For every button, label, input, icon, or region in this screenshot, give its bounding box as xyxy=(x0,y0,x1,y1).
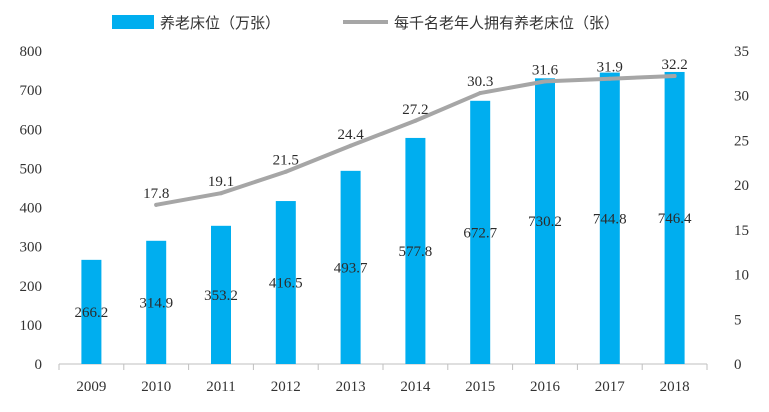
line-point xyxy=(543,79,547,84)
y-left-tick-label: 100 xyxy=(20,318,43,334)
y-left-tick-label: 700 xyxy=(20,83,43,99)
line-point xyxy=(413,118,418,123)
x-tick-label: 2017 xyxy=(595,379,626,395)
line-point xyxy=(283,169,288,174)
bar xyxy=(340,170,361,364)
line-point xyxy=(478,91,483,96)
y-right-tick-label: 15 xyxy=(734,223,749,239)
bar xyxy=(81,259,102,364)
x-tick-label: 2014 xyxy=(400,379,431,395)
bar-data-label: 746.4 xyxy=(658,211,692,227)
y-left-tick-label: 800 xyxy=(20,44,43,60)
line-data-label: 21.5 xyxy=(273,153,299,169)
y-right-tick-label: 5 xyxy=(734,312,742,328)
line-point xyxy=(154,202,159,207)
bar xyxy=(535,78,555,364)
x-tick-label: 2012 xyxy=(271,379,301,395)
legend-line-label: 每千名老年人拥有养老床位（张） xyxy=(394,14,619,32)
legend-bar-label: 养老床位（万张） xyxy=(160,14,280,32)
y-left-tick-label: 0 xyxy=(35,357,43,373)
bar-data-label: 672.7 xyxy=(463,225,497,241)
line-data-label: 31.6 xyxy=(532,62,559,78)
legend-bar-swatch xyxy=(112,15,154,29)
y-left-tick-label: 500 xyxy=(20,161,43,177)
bar xyxy=(146,240,167,364)
y-left-tick-label: 200 xyxy=(20,279,43,295)
y-right-tick-label: 35 xyxy=(734,44,749,60)
x-tick-label: 2015 xyxy=(465,379,495,395)
line-point xyxy=(607,76,612,81)
y-right-tick-label: 0 xyxy=(734,357,742,373)
x-tick-label: 2018 xyxy=(660,379,690,395)
bar-data-label: 353.2 xyxy=(204,288,238,304)
x-tick-label: 2009 xyxy=(76,379,106,395)
x-tick-label: 2010 xyxy=(141,379,171,395)
line-point xyxy=(348,143,353,148)
y-right-tick-label: 30 xyxy=(734,89,749,105)
line-data-label: 24.4 xyxy=(337,127,364,143)
bar xyxy=(664,71,685,364)
bar xyxy=(470,100,491,364)
line-point xyxy=(219,191,223,196)
legend: 养老床位（万张） 每千名老年人拥有养老床位（张） xyxy=(112,14,619,32)
bar xyxy=(211,225,231,364)
bar-data-label: 730.2 xyxy=(528,214,562,230)
x-tick-label: 2013 xyxy=(336,379,366,395)
y-right-tick-label: 10 xyxy=(734,268,749,284)
line-data-label: 30.3 xyxy=(467,74,493,90)
bar-data-label: 744.8 xyxy=(593,211,627,227)
line-data-label: 19.1 xyxy=(208,174,234,190)
y-right-tick-label: 20 xyxy=(734,178,749,194)
bar xyxy=(405,137,426,364)
y-right-tick-label: 25 xyxy=(734,133,749,149)
bar-data-label: 314.9 xyxy=(139,295,173,311)
bar-data-label: 577.8 xyxy=(399,244,433,260)
y-left-tick-label: 300 xyxy=(20,240,43,256)
x-tick-label: 2011 xyxy=(206,379,235,395)
y-left-tick-label: 400 xyxy=(20,201,43,217)
bar-data-label: 416.5 xyxy=(269,276,303,292)
bar-data-label: 266.2 xyxy=(75,305,109,321)
bar xyxy=(599,72,620,365)
line-data-label: 17.8 xyxy=(143,186,169,202)
x-tick-label: 2016 xyxy=(530,379,561,395)
bar-data-label: 493.7 xyxy=(334,260,368,276)
plot-area: 0 100 200 300 400 500 600 700 800 0 5 10 15 20 25 30 35 2… xyxy=(20,44,750,395)
line-data-label: 27.2 xyxy=(402,102,428,118)
line-data-label: 31.9 xyxy=(597,60,623,76)
line-data-label: 32.2 xyxy=(661,57,687,73)
y-left-tick-label: 600 xyxy=(20,122,43,138)
bar xyxy=(275,201,296,364)
line-point xyxy=(672,74,677,79)
